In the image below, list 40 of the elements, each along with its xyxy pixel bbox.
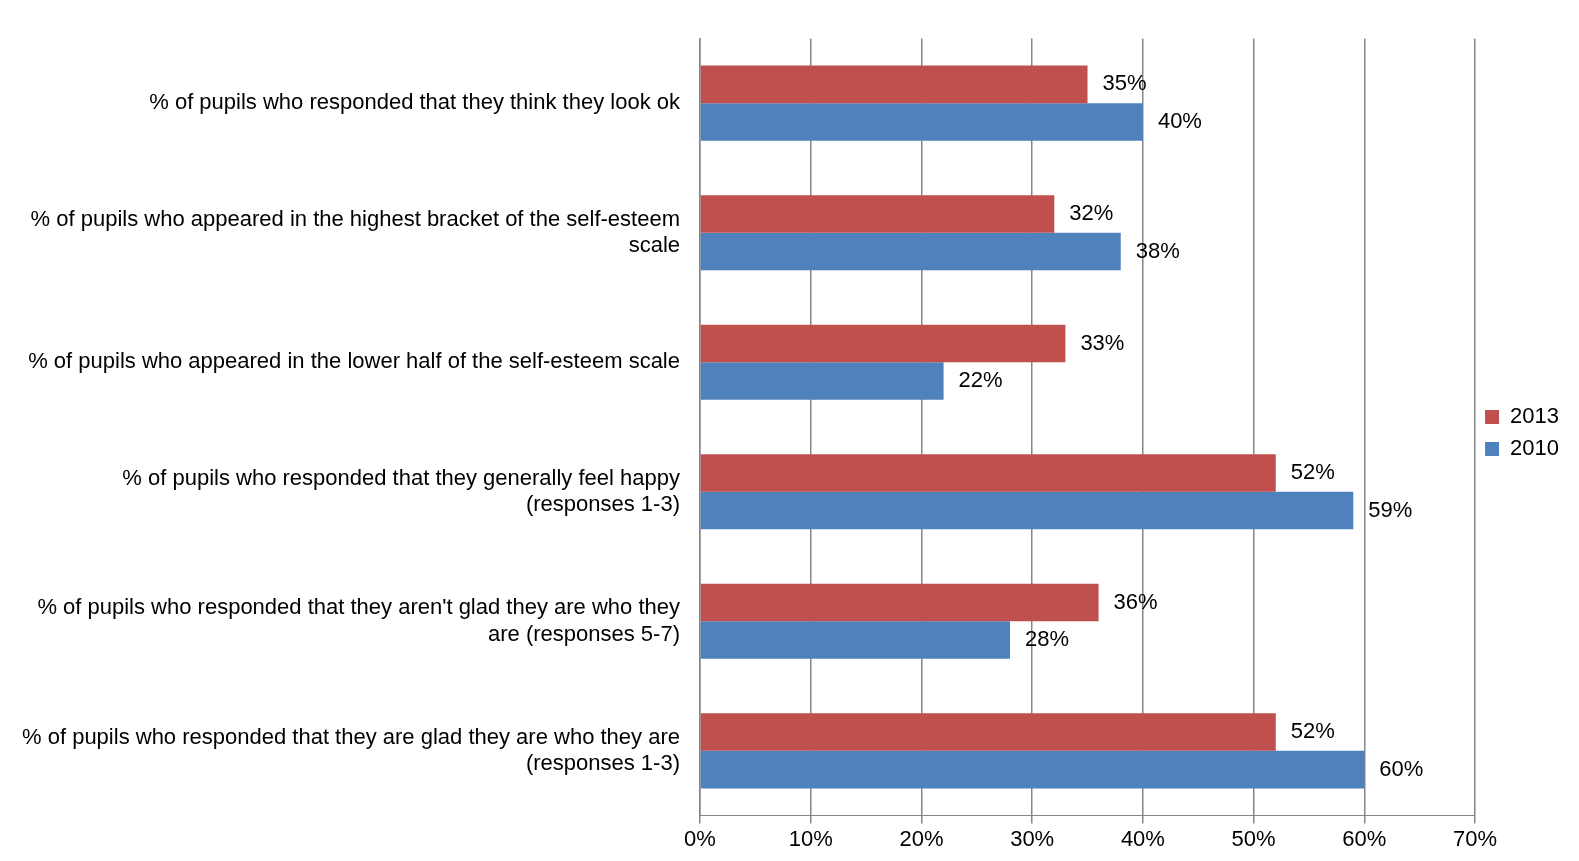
y-tick-label: % of pupils who responded that they are glad they are who they are (responses 1-3) xyxy=(22,723,680,776)
bar xyxy=(700,454,1276,492)
y-tick-label: % of pupils who responded that they aren't glad they are who they are (responses 5-7) xyxy=(37,594,680,646)
data-label: 35% xyxy=(1102,70,1147,96)
x-tick-label: 40% xyxy=(1120,825,1165,851)
x-tick-label: 30% xyxy=(1010,825,1055,851)
data-label: 59% xyxy=(1368,496,1413,522)
data-label: 60% xyxy=(1379,755,1424,781)
data-label: 40% xyxy=(1157,108,1202,134)
x-tick-label: 50% xyxy=(1231,825,1276,851)
x-tick-label: 10% xyxy=(788,825,833,851)
bar xyxy=(700,65,1088,104)
bar xyxy=(700,713,1276,751)
y-tick-label: % of pupils who responded that they generally feel happy (responses 1-3) xyxy=(122,464,680,517)
data-label: 52% xyxy=(1290,459,1335,485)
x-tick-label: 20% xyxy=(899,825,944,851)
y-tick-label: % of pupils who appeared in the lower half of the self-esteem scale xyxy=(28,348,680,374)
data-label: 33% xyxy=(1080,329,1125,355)
x-tick-label: 0% xyxy=(684,825,716,851)
bar xyxy=(700,103,1143,141)
data-label: 52% xyxy=(1290,718,1335,744)
data-label: 22% xyxy=(958,367,1003,393)
bar xyxy=(700,232,1121,271)
bar xyxy=(700,362,944,400)
x-tick-label: 70% xyxy=(1453,825,1498,851)
y-tick-label: % of pupils who responded that they think they look ok xyxy=(149,89,681,115)
bar xyxy=(700,621,1011,659)
legend-label: 2010 xyxy=(1510,435,1560,461)
bar xyxy=(700,583,1099,622)
data-label: 32% xyxy=(1069,199,1114,225)
bar xyxy=(700,324,1066,363)
data-label: 38% xyxy=(1135,237,1180,263)
data-label: 36% xyxy=(1113,588,1158,614)
bar xyxy=(700,195,1055,233)
data-label: 28% xyxy=(1025,626,1070,652)
legend-label: 2013 xyxy=(1510,403,1560,429)
y-tick-label: % of pupils who appeared in the highest bracket of the self-esteem scale xyxy=(30,205,680,257)
x-tick-label: 60% xyxy=(1342,825,1387,851)
bar xyxy=(700,491,1354,530)
bar xyxy=(700,750,1365,789)
